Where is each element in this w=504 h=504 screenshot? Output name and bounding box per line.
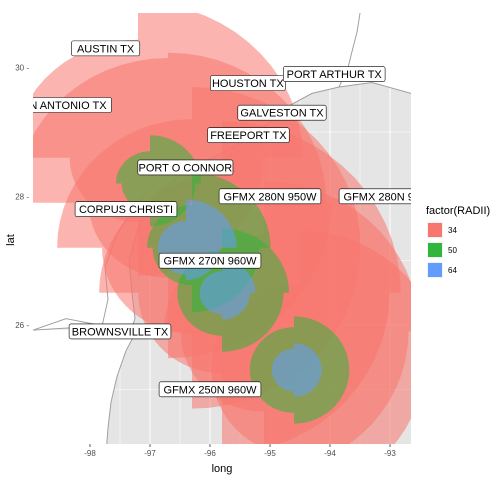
legend-key-label: 34 xyxy=(448,226,457,235)
gfmx-point-label: GFMX 280N 950W xyxy=(218,188,322,205)
legend-key-label: 64 xyxy=(448,266,457,275)
city-label: SAN ANTONIO TX xyxy=(15,97,112,113)
legend-key-swatch xyxy=(428,223,442,237)
city-label-box xyxy=(33,97,112,113)
city-label-text: PORT O CONNOR xyxy=(139,162,233,174)
city-label-text: CORPUS CHRISTI xyxy=(79,204,173,216)
wind-radii-64-kt xyxy=(199,260,256,320)
wind-quadrant-ne xyxy=(186,199,237,248)
city-label-text: FREEPORT TX xyxy=(210,130,287,142)
city-label-text: HOUSTON TX xyxy=(212,78,284,90)
city-label-box xyxy=(207,127,290,144)
legend: factor(RADII) 34 50 64 xyxy=(426,205,490,278)
legend-title: factor(RADII) xyxy=(426,205,490,217)
wind-quadrant-sw xyxy=(199,292,222,315)
y-axis: 26 - 28 - 30 - xyxy=(15,64,29,330)
x-tick-label: -97 xyxy=(144,449,156,458)
city-label: FREEPORT TX xyxy=(207,127,290,144)
city-label-box xyxy=(282,66,386,82)
legend-key-swatch xyxy=(428,263,442,277)
city-label-box xyxy=(74,201,178,218)
x-axis: -98 -97 -96 -95 -94 -93 xyxy=(84,444,396,458)
gfmx-point-label-box xyxy=(158,252,262,269)
city-label: BROWNSVILLE TX xyxy=(68,323,172,340)
wind-quadrant-se xyxy=(294,370,322,397)
gfmx-point-label-text: GFMX 280N 950W xyxy=(224,191,318,203)
city-label: GALVESTON TX xyxy=(237,104,327,121)
land-mexico xyxy=(33,328,138,444)
x-tick-label: -93 xyxy=(384,449,396,458)
wind-quadrant-nw xyxy=(116,151,150,184)
x-tick-label: -94 xyxy=(324,449,336,458)
city-label-box xyxy=(68,323,172,340)
x-tick-label: -96 xyxy=(204,449,216,458)
y-tick-label: 26 - xyxy=(15,321,29,330)
city-label: PORT O CONNOR xyxy=(137,159,234,176)
y-tick-label: 30 - xyxy=(15,64,29,73)
y-axis-title: lat xyxy=(5,234,17,246)
mexico-coastline xyxy=(106,327,139,444)
wind-radii-64-kt xyxy=(271,343,322,397)
city-label-text: SAN ANTONIO TX xyxy=(15,100,108,112)
gfmx-point-label-text: GFMX 280N 930W xyxy=(344,191,438,203)
gfmx-point-label-text: GFMX 270N 960W xyxy=(164,256,258,268)
city-label: AUSTIN TX xyxy=(71,40,141,57)
wind-radii-layer xyxy=(33,13,411,444)
city-label-box xyxy=(137,159,234,176)
city-label: CORPUS CHRISTI xyxy=(74,201,178,218)
x-tick-label: -98 xyxy=(84,449,96,458)
y-tick-label: 28 - xyxy=(15,192,29,201)
wind-quadrant-ne xyxy=(222,260,256,293)
city-label-text: AUSTIN TX xyxy=(77,43,135,55)
wind-quadrant-nw xyxy=(271,348,294,370)
x-axis-title: long xyxy=(212,463,233,475)
x-tick-label: -95 xyxy=(264,449,276,458)
gfmx-point-label-box xyxy=(338,188,411,205)
gfmx-point-label-box xyxy=(218,188,322,205)
city-label-box xyxy=(71,40,141,57)
gfmx-point-label-box xyxy=(158,381,262,398)
gfmx-point-label-text: GFMX 250N 960W xyxy=(164,384,258,396)
city-label-box xyxy=(237,104,327,121)
wind-quadrant-nw xyxy=(157,221,186,248)
city-label-box xyxy=(210,75,286,91)
city-label-text: PORT ARTHUR TX xyxy=(287,69,383,81)
wind-quadrant-nw xyxy=(199,271,222,293)
legend-key-label: 50 xyxy=(448,246,457,255)
wind-quadrant-ne xyxy=(294,343,322,370)
city-label: HOUSTON TX xyxy=(210,75,286,91)
legend-key-swatch xyxy=(428,243,442,257)
gfmx-point-label: GFMX 270N 960W xyxy=(158,252,262,269)
city-label: PORT ARTHUR TX xyxy=(282,66,386,82)
wind-quadrant-sw xyxy=(271,370,294,392)
gfmx-point-label: GFMX 280N 930W xyxy=(338,188,438,205)
gfmx-point-label: GFMX 250N 960W xyxy=(158,381,262,398)
wind-quadrant-se xyxy=(222,292,250,320)
city-label-text: BROWNSVILLE TX xyxy=(72,326,169,338)
city-label-text: GALVESTON TX xyxy=(240,108,324,120)
